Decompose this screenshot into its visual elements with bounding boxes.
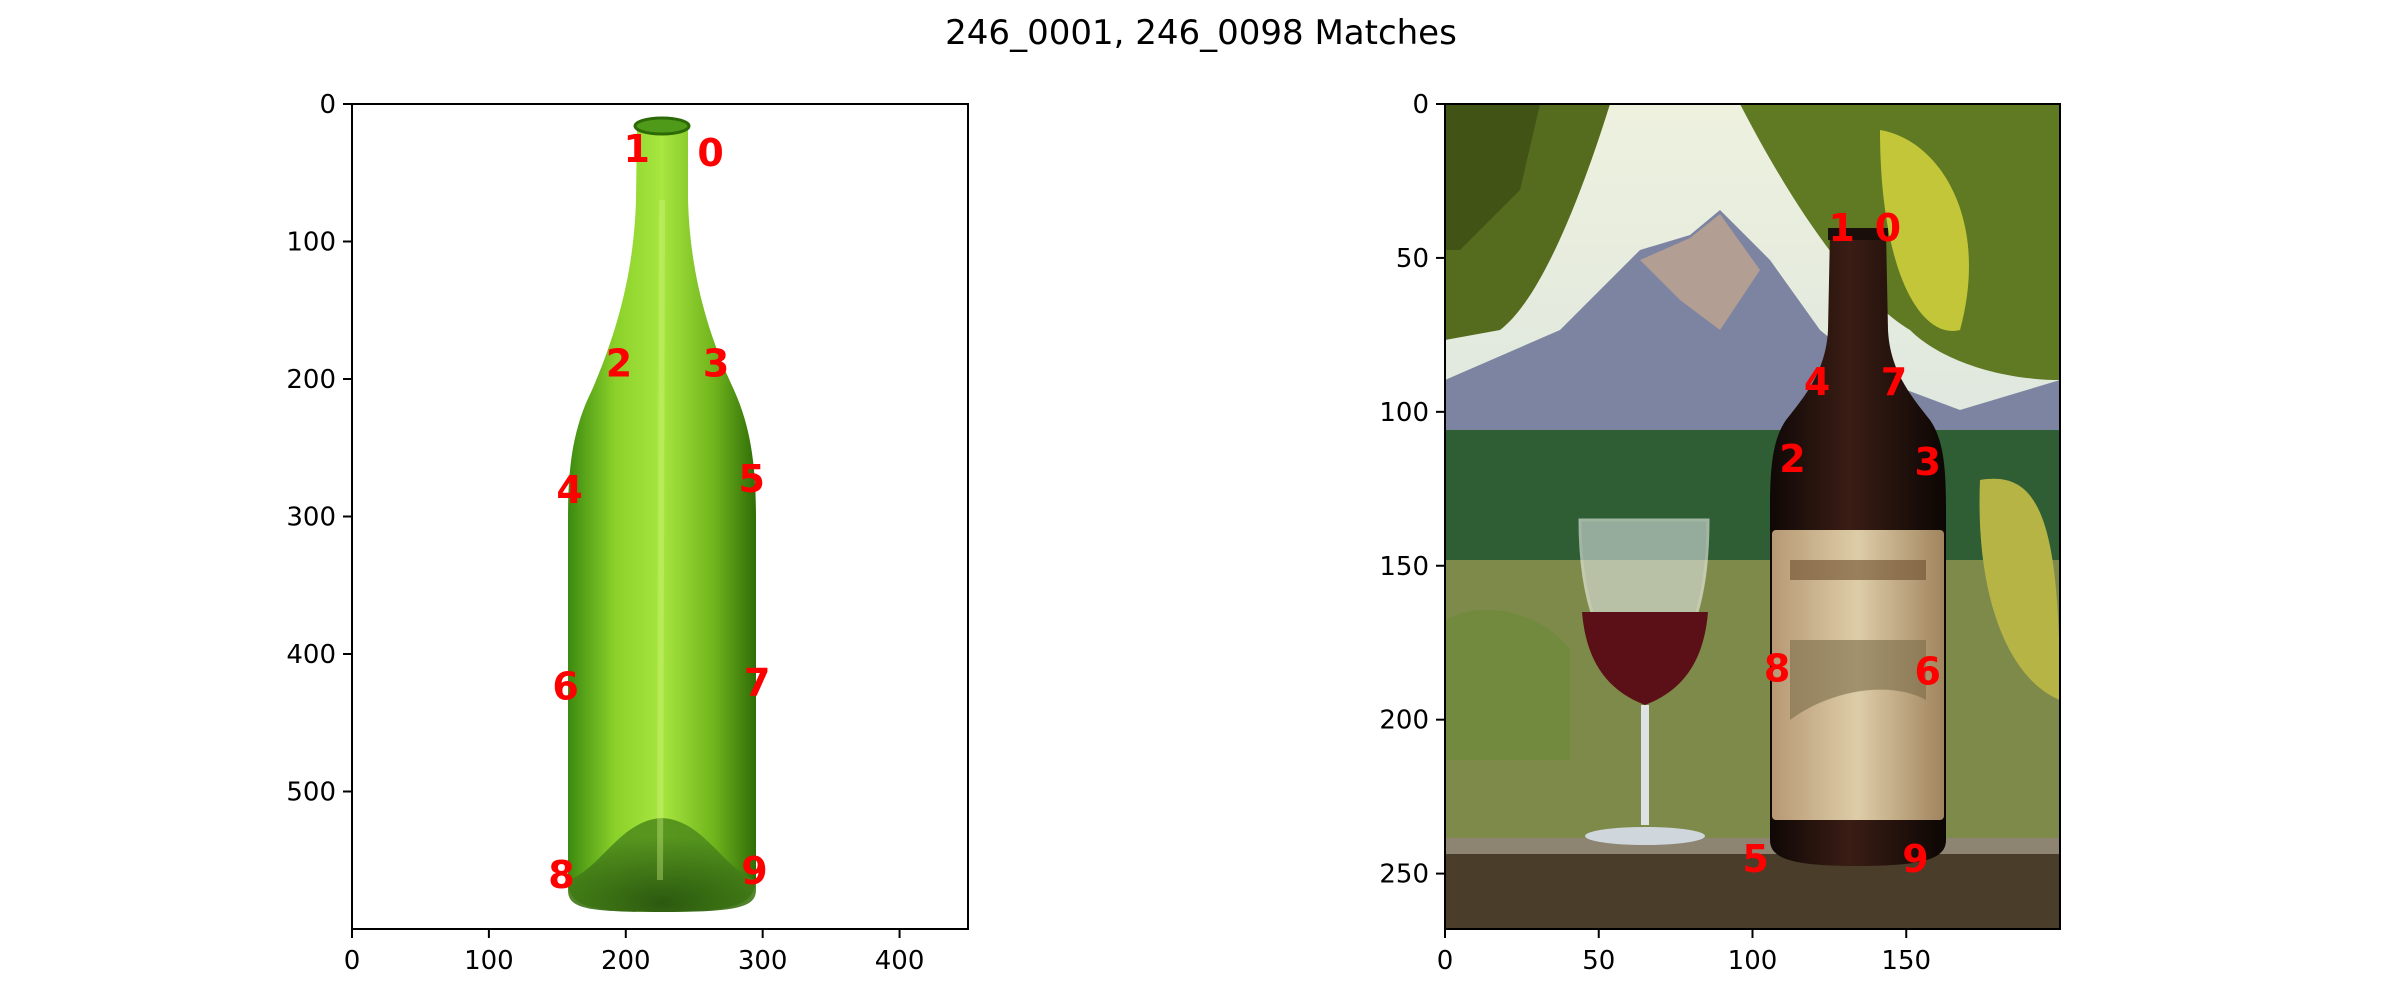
left-xtick-label: 400: [875, 946, 925, 976]
right-xtick-label: 0: [1437, 946, 1454, 976]
figure-title: 246_0001, 246_0098 Matches: [945, 13, 1457, 53]
left-ytick-label: 200: [286, 365, 336, 395]
left-keypoint-1: 1: [624, 127, 650, 171]
left-keypoint-3: 3: [703, 342, 729, 386]
left-keypoint-7: 7: [744, 661, 770, 705]
left-xtick-label: 0: [344, 946, 361, 976]
left-ytick-label: 500: [286, 778, 336, 808]
right-ytick-label: 100: [1379, 398, 1429, 428]
right-keypoint-5: 5: [1742, 837, 1768, 881]
right-xtick-label: 100: [1728, 946, 1778, 976]
left-keypoint-0: 0: [697, 131, 723, 175]
left-image: [352, 104, 968, 929]
left-xtick-label: 100: [464, 946, 514, 976]
left-panel: 0 100 200 300 400 0 100 200 300 400 500 0 1 2 3 4 5 6 7 8 9: [286, 90, 969, 976]
right-keypoint-7: 7: [1881, 360, 1907, 404]
right-keypoint-8: 8: [1764, 646, 1790, 690]
left-keypoint-4: 4: [556, 468, 582, 512]
wine-in-glass: [1582, 612, 1708, 705]
right-keypoint-1: 1: [1828, 206, 1854, 250]
right-xtick-label: 50: [1582, 946, 1615, 976]
right-ytick-label: 200: [1379, 706, 1429, 736]
right-keypoint-9: 9: [1902, 837, 1928, 881]
left-ytick-label: 300: [286, 503, 336, 533]
right-ytick-label: 50: [1396, 244, 1429, 274]
left-keypoint-9: 9: [741, 849, 767, 893]
left-keypoints: 0 1 2 3 4 5 6 7 8 9: [548, 127, 770, 897]
right-keypoint-6: 6: [1915, 649, 1941, 693]
right-image: [1445, 104, 2060, 929]
right-keypoints: 01 2 3 4 5 6 7 8 9: [1742, 206, 1941, 881]
left-keypoint-2: 2: [606, 342, 632, 386]
left-keypoint-5: 5: [738, 457, 764, 501]
right-keypoint-2: 2: [1779, 437, 1805, 481]
left-axis-ticks: 0 100 200 300 400 0 100 200 300 400 500: [286, 90, 924, 976]
left-ytick-label: 100: [286, 228, 336, 258]
left-keypoint-6: 6: [552, 665, 578, 709]
left-ytick-label: 400: [286, 640, 336, 670]
green-bottle-body: [568, 126, 756, 912]
left-xtick-label: 200: [601, 946, 651, 976]
right-ytick-label: 150: [1379, 552, 1429, 582]
left-xtick-label: 300: [738, 946, 788, 976]
right-keypoint-4: 4: [1804, 360, 1830, 404]
right-keypoint-3: 3: [1915, 440, 1941, 484]
right-ytick-label: 250: [1379, 860, 1429, 890]
right-keypoint-0: 0: [1875, 206, 1901, 250]
right-xtick-label: 150: [1881, 946, 1931, 976]
right-ytick-label: 0: [1412, 90, 1429, 120]
left-ytick-label: 0: [319, 90, 336, 120]
left-keypoint-8: 8: [548, 853, 574, 897]
